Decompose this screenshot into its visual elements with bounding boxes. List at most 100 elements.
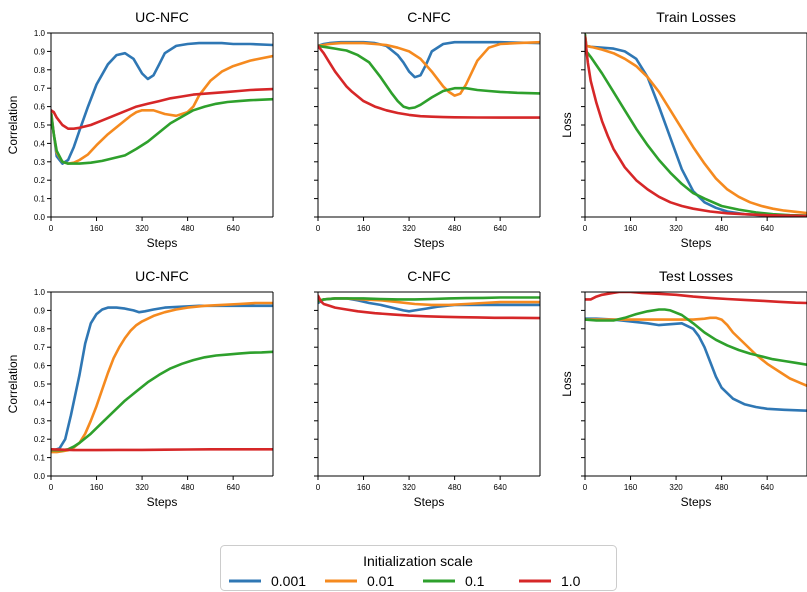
y-axis-label: Loss bbox=[560, 371, 574, 396]
series-line-1_0 bbox=[51, 87, 273, 130]
series-line-0_1 bbox=[318, 44, 540, 110]
x-axis-label: Steps bbox=[414, 236, 445, 250]
x-tick-label: 320 bbox=[402, 483, 416, 492]
series-line-1_0 bbox=[318, 294, 540, 320]
chart-panel-4: UC-NFC 0 160 320 480 640 0.0 0.1 0.2 0.3 0.4 0.5 0.6… bbox=[6, 268, 274, 509]
series-line-0_1 bbox=[318, 296, 540, 303]
x-tick-label: 480 bbox=[715, 224, 729, 233]
series-line-0_01 bbox=[51, 301, 273, 454]
x-tick-label: 160 bbox=[357, 224, 371, 233]
chart-panel-6: Test Losses 0 160 320 480 640 Steps Loss bbox=[560, 268, 807, 509]
y-axis-label: Correlation bbox=[6, 355, 20, 414]
x-tick-label: 0 bbox=[316, 483, 321, 492]
series-line-0_001 bbox=[51, 41, 273, 165]
series-line-0_01 bbox=[318, 40, 540, 97]
x-tick-label: 320 bbox=[135, 483, 149, 492]
y-tick-label: 0.5 bbox=[34, 121, 46, 130]
legend-label: 0.001 bbox=[271, 573, 306, 589]
legend-label: 0.1 bbox=[465, 573, 485, 589]
x-axis-label: Steps bbox=[414, 495, 445, 509]
x-tick-label: 320 bbox=[669, 224, 683, 233]
y-tick-label: 1.0 bbox=[34, 29, 46, 38]
y-axis-label: Correlation bbox=[6, 96, 20, 155]
x-axis-label: Steps bbox=[681, 236, 712, 250]
series-line-0_1 bbox=[585, 308, 807, 366]
y-tick-label: 0.0 bbox=[34, 472, 46, 481]
chart-title: Test Losses bbox=[659, 268, 733, 284]
x-tick-label: 0 bbox=[583, 483, 588, 492]
series-line-0_01 bbox=[585, 316, 807, 388]
chart-title: UC-NFC bbox=[135, 268, 189, 284]
x-axis-label: Steps bbox=[147, 236, 178, 250]
y-tick-label: 0.4 bbox=[34, 398, 46, 407]
series-line-0_01 bbox=[51, 54, 273, 165]
y-tick-label: 0.6 bbox=[34, 103, 46, 112]
y-tick-label: 0.7 bbox=[34, 343, 46, 352]
x-tick-label: 160 bbox=[624, 483, 638, 492]
y-tick-label: 0.9 bbox=[34, 306, 46, 315]
x-tick-label: 160 bbox=[90, 483, 104, 492]
legend-box bbox=[220, 545, 617, 591]
x-tick-label: 640 bbox=[226, 224, 240, 233]
series-line-0_1 bbox=[585, 33, 807, 217]
y-tick-label: 0.2 bbox=[34, 176, 46, 185]
series-line-0_001 bbox=[318, 40, 540, 79]
x-tick-label: 640 bbox=[760, 483, 774, 492]
series-line-0_01 bbox=[585, 33, 807, 215]
legend: Initialization scale 0.001 0.01 0.1 1.0 bbox=[220, 545, 617, 591]
y-tick-label: 0.7 bbox=[34, 84, 46, 93]
x-tick-label: 160 bbox=[357, 483, 371, 492]
series-line-0_1 bbox=[51, 350, 273, 452]
x-tick-label: 480 bbox=[181, 224, 195, 233]
x-tick-label: 160 bbox=[624, 224, 638, 233]
y-tick-label: 1.0 bbox=[34, 288, 46, 297]
y-tick-label: 0.0 bbox=[34, 213, 46, 222]
series-line-0_001 bbox=[585, 33, 807, 217]
series-line-1_0 bbox=[585, 292, 807, 305]
x-axis-label: Steps bbox=[681, 495, 712, 509]
series-line-1_0 bbox=[585, 35, 807, 217]
x-tick-label: 480 bbox=[448, 224, 462, 233]
series-line-0_1 bbox=[51, 97, 273, 165]
x-tick-label: 320 bbox=[402, 224, 416, 233]
chart-panel-5: C-NFC 0 160 320 480 640 Steps bbox=[314, 268, 541, 509]
x-tick-label: 480 bbox=[715, 483, 729, 492]
chart-panel-3: Train Losses 0 160 320 480 640 Steps Loss bbox=[560, 9, 807, 250]
series-line-1_0 bbox=[51, 448, 273, 452]
legend-title: Initialization scale bbox=[363, 553, 473, 569]
y-tick-label: 0.2 bbox=[34, 435, 46, 444]
chart-title: C-NFC bbox=[407, 268, 451, 284]
y-tick-label: 0.6 bbox=[34, 362, 46, 371]
y-axis-label: Loss bbox=[560, 112, 574, 137]
series-line-0_001 bbox=[51, 304, 273, 452]
chart-panel-2: C-NFC 0 160 320 480 640 Steps bbox=[314, 9, 541, 250]
y-tick-label: 0.1 bbox=[34, 454, 46, 463]
legend-label: 0.01 bbox=[367, 573, 394, 589]
x-tick-label: 160 bbox=[90, 224, 104, 233]
x-tick-label: 0 bbox=[583, 224, 588, 233]
y-tick-label: 0.8 bbox=[34, 66, 46, 75]
y-tick-label: 0.1 bbox=[34, 195, 46, 204]
chart-title: C-NFC bbox=[407, 9, 451, 25]
x-tick-label: 480 bbox=[181, 483, 195, 492]
x-tick-label: 0 bbox=[49, 483, 54, 492]
x-tick-label: 640 bbox=[760, 224, 774, 233]
y-tick-label: 0.4 bbox=[34, 139, 46, 148]
x-tick-label: 320 bbox=[669, 483, 683, 492]
chart-panel-1: UC-NFC 0 160 320 480 640 0.0 0.1 0.2 0.3 0.4 0.5 0.6… bbox=[6, 9, 274, 250]
chart-title: UC-NFC bbox=[135, 9, 189, 25]
x-tick-label: 0 bbox=[316, 224, 321, 233]
x-tick-label: 640 bbox=[226, 483, 240, 492]
x-tick-label: 640 bbox=[493, 224, 507, 233]
series-line-1_0 bbox=[318, 44, 540, 119]
x-axis-label: Steps bbox=[147, 495, 178, 509]
y-tick-label: 0.9 bbox=[34, 47, 46, 56]
legend-label: 1.0 bbox=[561, 573, 581, 589]
y-tick-label: 0.8 bbox=[34, 325, 46, 334]
x-tick-label: 640 bbox=[493, 483, 507, 492]
x-tick-label: 0 bbox=[49, 224, 54, 233]
y-tick-label: 0.5 bbox=[34, 380, 46, 389]
series-line-0_001 bbox=[585, 317, 807, 412]
chart-title: Train Losses bbox=[656, 9, 736, 25]
